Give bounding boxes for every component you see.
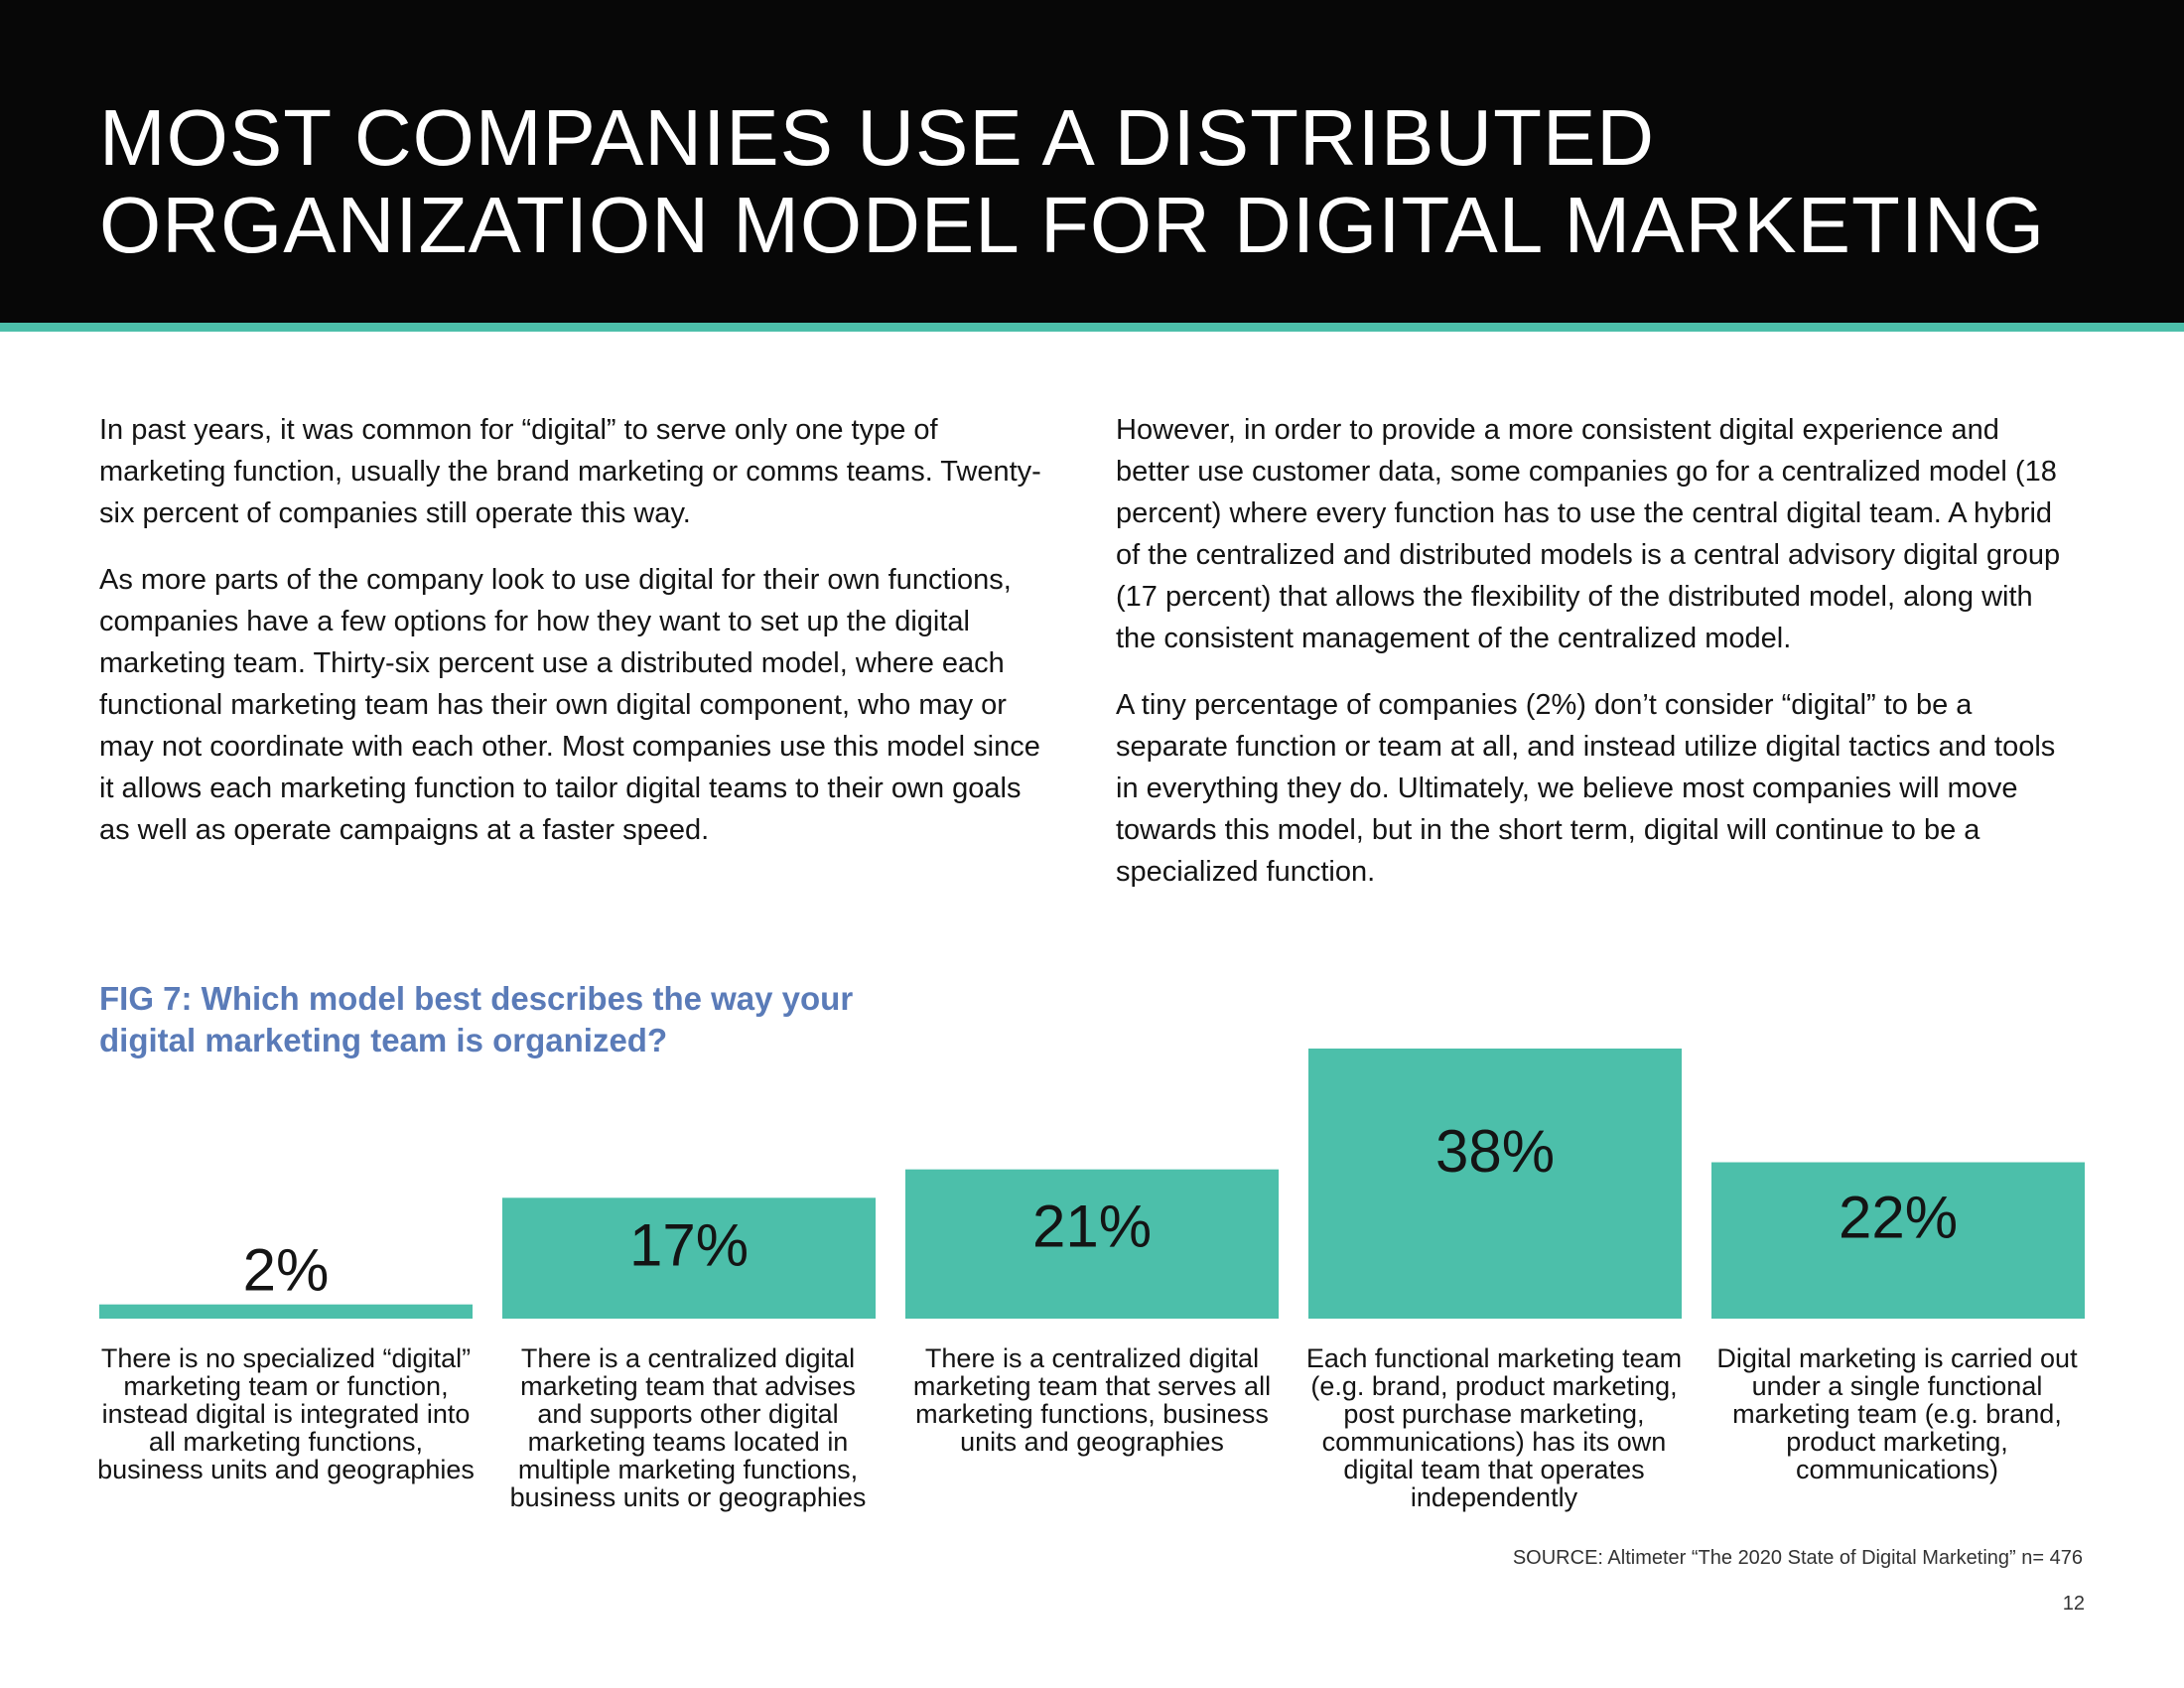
bar: [1308, 1049, 1682, 1319]
bar: [99, 1304, 473, 1319]
body-paragraph: A tiny percentage of companies (2%) don’…: [1116, 689, 2056, 888]
category-label: Digital marketing is carried out under a…: [1716, 1343, 2078, 1484]
source-note: SOURCE: Altimeter “The 2020 State of Dig…: [1512, 1547, 2083, 1569]
body-column-right: However, in order to provide a more cons…: [1116, 409, 2074, 917]
header-accent-rule: [0, 323, 2184, 332]
data-label: 2%: [243, 1237, 330, 1304]
body-paragraph: However, in order to provide a more cons…: [1116, 414, 2061, 654]
figure-title: FIG 7: Which model best describes the wa…: [99, 980, 854, 1058]
category-label: Each functional marketing team (e.g. bra…: [1305, 1343, 1683, 1512]
bar: [502, 1197, 876, 1319]
bar: [905, 1169, 1279, 1319]
header-band: MOST COMPANIES USE A DISTRIBUTED ORGANIZ…: [0, 0, 2184, 323]
category-label: There is a centralized digital marketing…: [509, 1343, 867, 1512]
data-label: 22%: [1839, 1185, 1958, 1251]
data-label: 21%: [1032, 1194, 1152, 1260]
bar: [1711, 1162, 2085, 1319]
body-column-left: In past years, it was common for “digita…: [99, 409, 1057, 876]
category-label: There is no specialized “digital” market…: [97, 1343, 475, 1484]
category-label: There is a centralized digital marketing…: [912, 1343, 1272, 1457]
bar-chart: 2% 17% 21% 38% 22%: [99, 1049, 2085, 1319]
data-label: 17%: [629, 1211, 749, 1278]
data-label: 38%: [1435, 1118, 1555, 1185]
body-paragraph: As more parts of the company look to use…: [99, 564, 1040, 846]
body-paragraph: In past years, it was common for “digita…: [99, 414, 1041, 529]
page-title: MOST COMPANIES USE A DISTRIBUTED ORGANIZ…: [99, 93, 2046, 269]
page-number: 12: [2062, 1593, 2085, 1615]
